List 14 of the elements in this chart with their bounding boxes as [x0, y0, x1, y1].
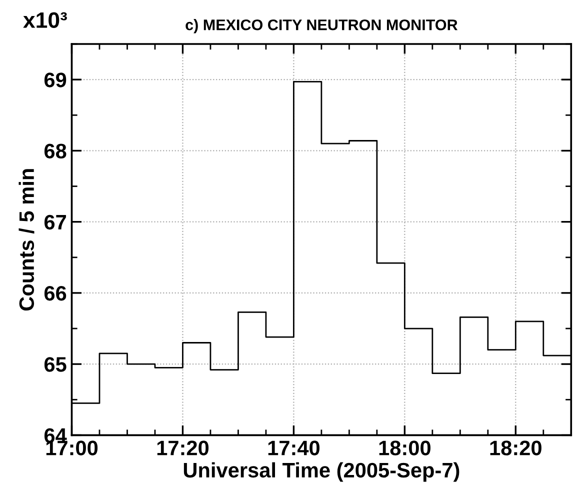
y-tick-label: 65: [44, 357, 66, 372]
x-tick-label: 17:20: [157, 440, 209, 456]
x-tick-label: 18:00: [379, 440, 430, 456]
y-axis-title: Counts / 5 min: [18, 169, 34, 311]
y-tick-label: 69: [44, 72, 66, 88]
chart-title: c) MEXICO CITY NEUTRON MONITOR: [186, 19, 458, 34]
x-axis-title: Universal Time (2005-Sep-7): [184, 462, 460, 482]
x-tick-label: 17:40: [268, 440, 320, 456]
y-tick-label: 68: [44, 144, 66, 158]
y-tick-label: 66: [44, 286, 66, 301]
x-tick-label: 18:20: [490, 440, 542, 456]
text: x10³: [23, 12, 67, 28]
y-tick-label: 67: [44, 214, 66, 230]
x-tick-label: 17:00: [46, 440, 98, 456]
